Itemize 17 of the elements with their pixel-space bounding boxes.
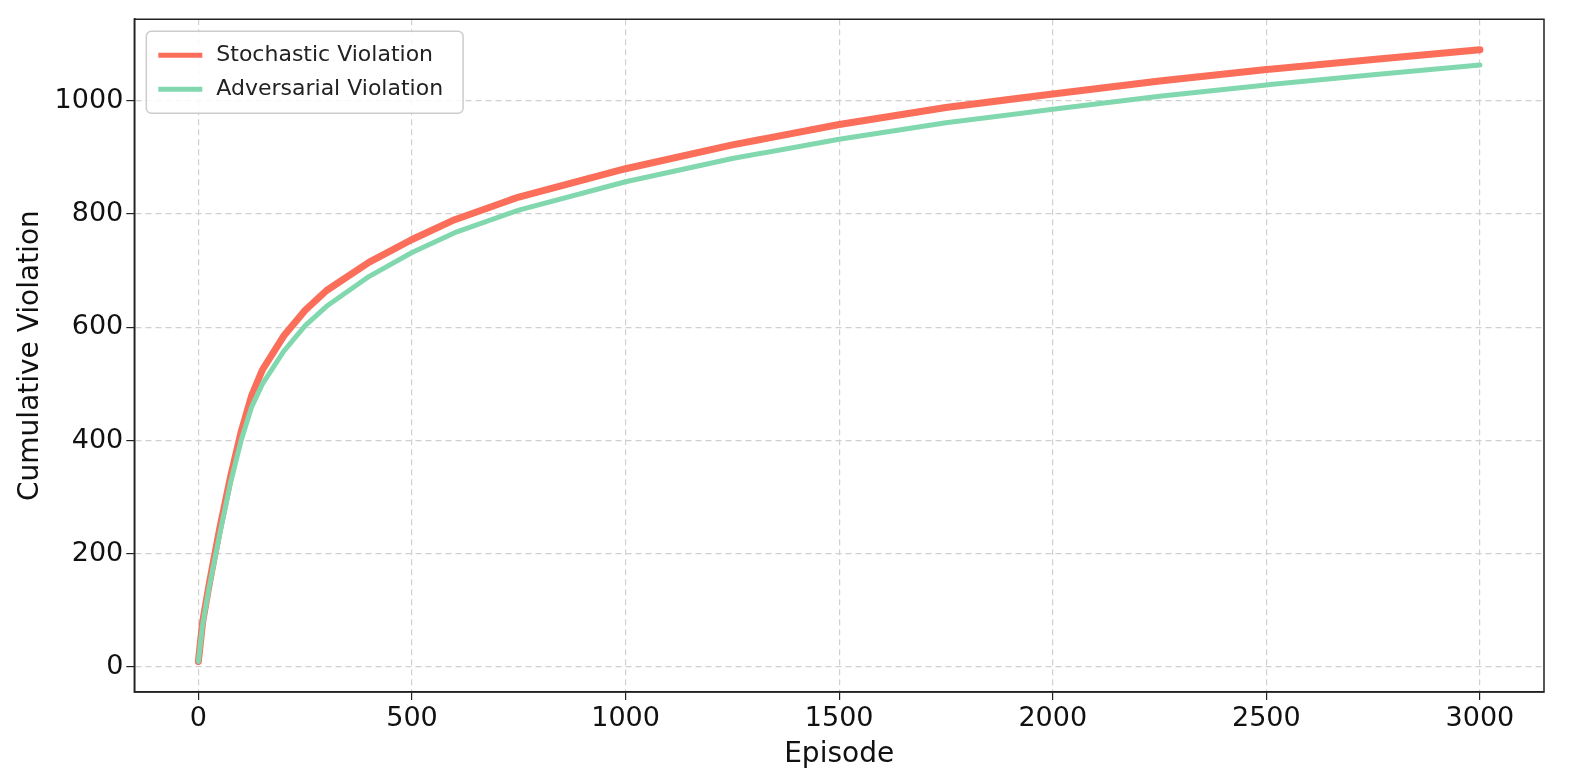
y-tick-label: 0 <box>106 649 124 681</box>
x-tick-label: 0 <box>189 701 207 733</box>
y-tick-label: 800 <box>71 196 124 228</box>
x-axis-title: Episode <box>784 736 895 770</box>
x-tick-label: 2500 <box>1231 701 1301 733</box>
y-axis-title: Cumulative Violation <box>12 210 46 501</box>
x-tick-label: 2000 <box>1018 701 1088 733</box>
x-tick-label: 3000 <box>1445 701 1515 733</box>
y-tick-label: 400 <box>71 422 124 454</box>
legend-label: Adversarial Violation <box>216 74 444 100</box>
legend-label: Stochastic Violation <box>216 40 434 66</box>
y-tick-label: 200 <box>71 535 124 567</box>
y-tick-label: 600 <box>71 309 124 341</box>
x-tick-label: 1500 <box>804 701 874 733</box>
x-tick-label: 1000 <box>591 701 660 733</box>
x-tick-label: 500 <box>386 701 438 733</box>
y-tick-label: 1000 <box>54 82 124 114</box>
